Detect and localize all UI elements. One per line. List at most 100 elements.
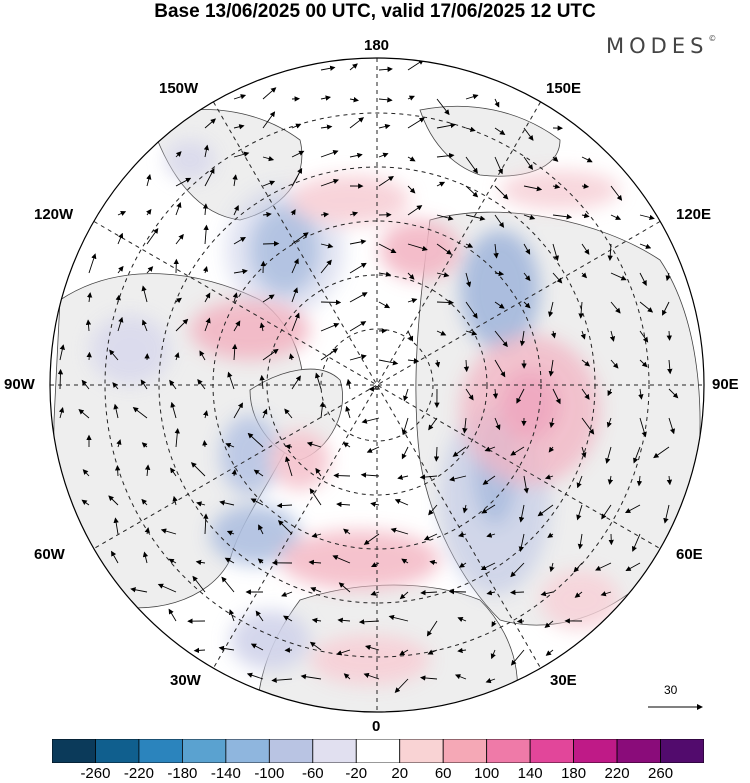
wind-vector bbox=[203, 224, 209, 245]
wind-vector bbox=[320, 150, 339, 158]
wind-vector bbox=[465, 272, 472, 288]
wind-vector bbox=[633, 446, 641, 464]
wind-vector bbox=[668, 388, 679, 399]
wind-vector bbox=[491, 620, 497, 628]
wind-vector bbox=[88, 253, 97, 274]
wind-vector bbox=[117, 232, 124, 245]
wind-vector bbox=[309, 488, 322, 506]
wind-vector bbox=[262, 408, 268, 419]
wind-vector bbox=[378, 301, 391, 309]
wind-vector bbox=[233, 204, 239, 216]
wind-vector bbox=[636, 475, 643, 487]
wind-vector bbox=[262, 111, 276, 129]
wind-vector bbox=[426, 620, 438, 637]
wind-vector bbox=[581, 243, 590, 255]
colorbar-tick-label: -20 bbox=[345, 765, 368, 782]
wind-vector bbox=[85, 319, 92, 332]
modes-logo: MODES© bbox=[606, 34, 717, 58]
wind-vector bbox=[365, 644, 380, 651]
wind-vector bbox=[576, 504, 583, 521]
label-90w: 90W bbox=[4, 376, 35, 393]
wind-vector bbox=[639, 272, 647, 286]
wind-vector bbox=[523, 272, 531, 282]
wind-vector bbox=[494, 359, 506, 378]
wind-vector bbox=[494, 330, 508, 348]
wind-vector bbox=[349, 292, 368, 303]
wind-vector bbox=[349, 239, 367, 245]
wind-vector bbox=[172, 495, 178, 506]
wind-vector bbox=[144, 464, 151, 477]
wind-vector bbox=[523, 156, 534, 171]
wind-vector bbox=[283, 615, 293, 622]
wind-vector bbox=[485, 678, 496, 684]
wind-vector bbox=[581, 446, 587, 458]
wind-vector bbox=[606, 417, 612, 428]
wind-scale-arrow bbox=[648, 704, 703, 710]
wind-vector bbox=[250, 643, 264, 651]
label-150e: 150E bbox=[546, 80, 582, 97]
wind-vector bbox=[320, 211, 330, 218]
wind-vector bbox=[175, 177, 192, 187]
wind-vector bbox=[203, 513, 209, 535]
wind-vector bbox=[610, 359, 619, 369]
wind-vector bbox=[452, 446, 467, 457]
wind-vector bbox=[175, 151, 182, 158]
wind-vector bbox=[436, 272, 450, 278]
wind-vector bbox=[338, 582, 351, 593]
colorbar-swatch bbox=[312, 739, 357, 763]
wind-vector bbox=[609, 330, 616, 342]
wind-vector bbox=[291, 287, 299, 303]
wind-vector bbox=[81, 499, 90, 506]
wind-vector bbox=[219, 500, 235, 506]
wind-vector bbox=[610, 214, 622, 220]
label-60w: 60W bbox=[34, 546, 65, 563]
wind-vector bbox=[480, 562, 496, 571]
wind-vector bbox=[394, 498, 409, 506]
label-150w: 150W bbox=[159, 80, 199, 97]
wind-vector bbox=[607, 475, 614, 485]
wind-vector bbox=[225, 442, 235, 448]
wind-vector bbox=[436, 153, 455, 159]
wind-vector bbox=[519, 330, 526, 347]
wind-vector bbox=[169, 379, 177, 390]
wind-vector bbox=[465, 388, 474, 401]
wind-vector bbox=[193, 647, 206, 654]
colorbar-tick-label: 180 bbox=[561, 765, 587, 782]
wind-vector bbox=[311, 532, 322, 538]
wind-vector bbox=[349, 63, 358, 71]
wind-vector bbox=[510, 649, 525, 666]
wind-vector bbox=[576, 475, 583, 489]
wind-vector bbox=[465, 94, 479, 100]
wind-vector bbox=[320, 299, 342, 306]
wind-vector bbox=[390, 527, 409, 535]
wind-vector bbox=[231, 469, 237, 477]
wind-vector bbox=[204, 118, 216, 129]
wind-vector bbox=[57, 368, 64, 390]
wind-vector bbox=[436, 243, 453, 255]
wind-vector bbox=[258, 524, 264, 535]
wind-vector bbox=[407, 59, 425, 71]
wind-vector bbox=[337, 617, 351, 624]
wind-vector bbox=[284, 444, 293, 450]
wind-vector bbox=[552, 388, 561, 405]
wind-vector bbox=[175, 202, 182, 216]
wind-vector bbox=[494, 98, 500, 108]
wind-vector bbox=[284, 408, 293, 419]
wind-vector bbox=[202, 440, 208, 448]
wind-vector bbox=[320, 348, 339, 361]
wind-vector bbox=[259, 374, 265, 390]
wind-vector bbox=[407, 156, 416, 162]
wind-vector bbox=[78, 409, 90, 419]
colorbar-tick-label: -180 bbox=[167, 765, 198, 782]
wind-vector bbox=[407, 205, 423, 216]
wind-vector bbox=[399, 649, 409, 656]
wind-vector bbox=[58, 407, 65, 419]
wind-vector bbox=[257, 558, 264, 564]
wind-vector bbox=[577, 533, 584, 550]
wind-vector bbox=[140, 379, 148, 390]
wind-scale-label: 30 bbox=[664, 683, 678, 697]
wind-vector bbox=[631, 533, 641, 552]
wind-vector bbox=[370, 590, 380, 596]
wind-vector bbox=[465, 214, 486, 221]
wind-vector bbox=[146, 174, 152, 187]
